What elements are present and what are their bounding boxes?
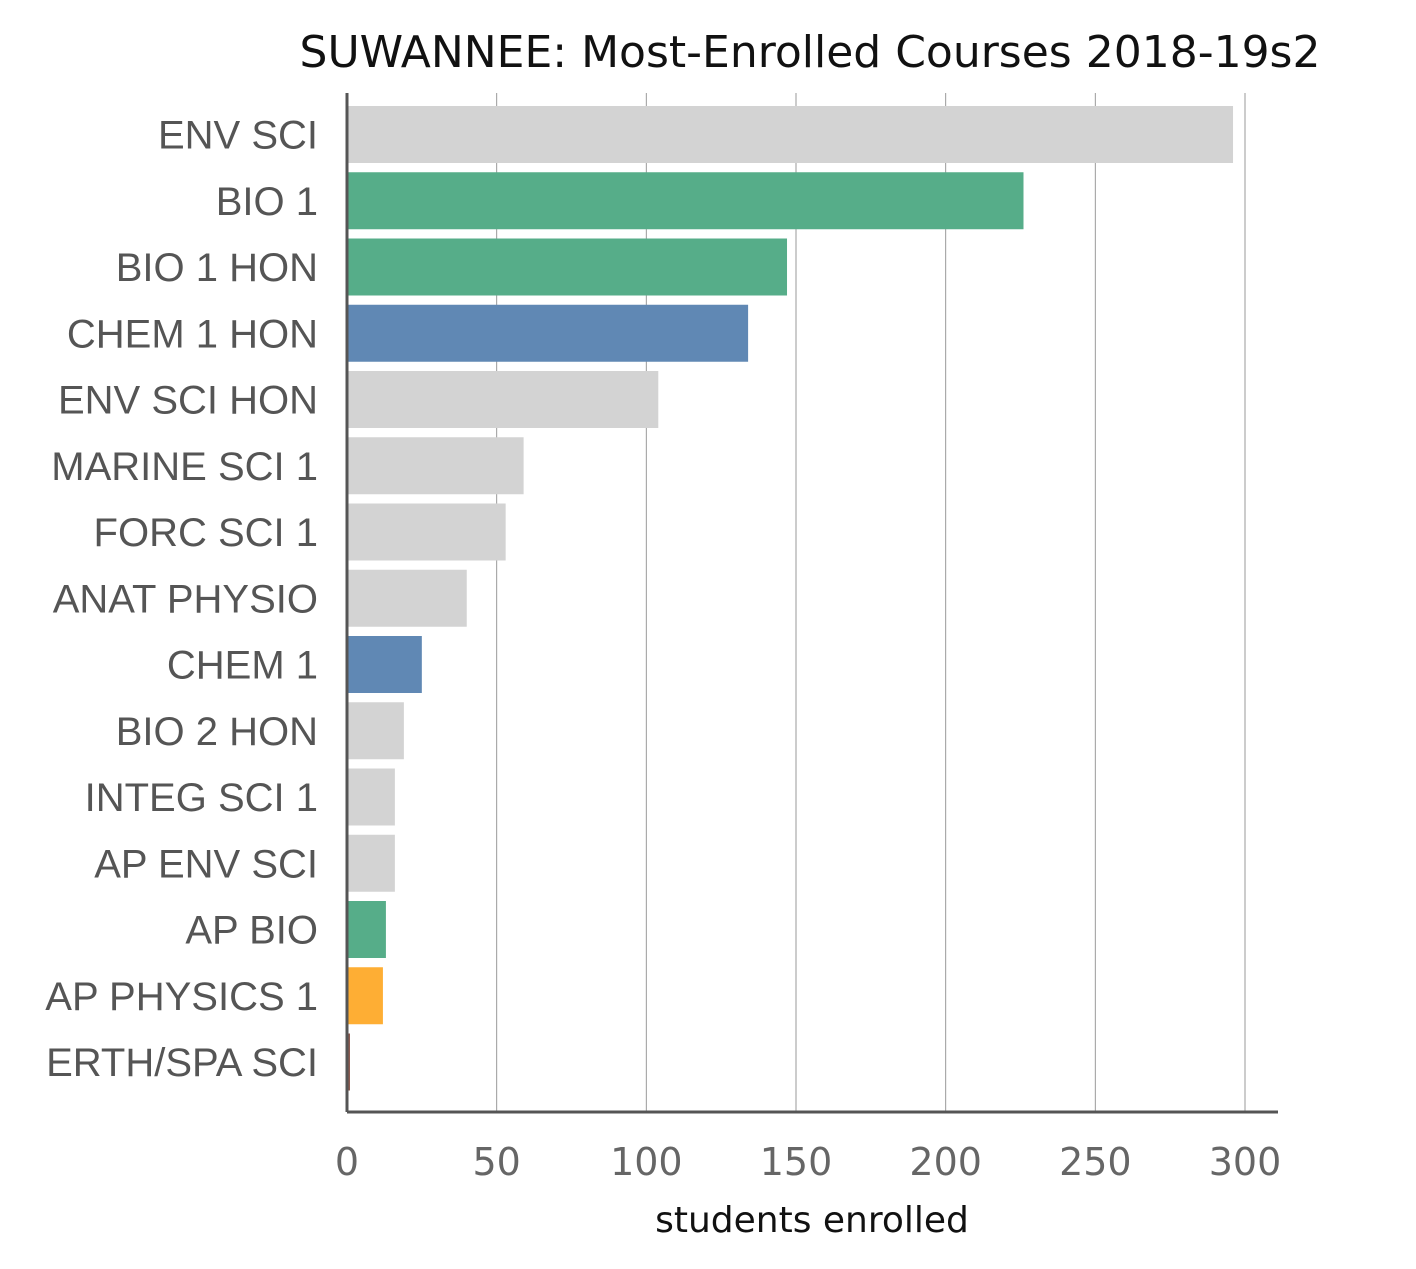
- chart-title: SUWANNEE: Most-Enrolled Courses 2018-19s…: [300, 27, 1321, 78]
- bar-anat-physio: [347, 569, 467, 627]
- category-label-marine-sci-1: MARINE SCI 1: [51, 445, 318, 489]
- category-labels: ENV SCI BIO 1 BIO 1 HON CHEM 1 HON ENV SCI H…: [45, 114, 318, 1086]
- bar-marine-sci-1: [347, 437, 524, 495]
- bar-bio-2-hon: [347, 702, 404, 760]
- x-tick-labels: 0 50 100 150 200 250 300: [335, 1140, 1281, 1184]
- bar-ap-env-sci: [347, 834, 395, 892]
- x-tick-label-300: 300: [1209, 1140, 1282, 1184]
- category-label-chem-1: CHEM 1: [167, 644, 318, 688]
- category-label-ap-bio: AP BIO: [185, 909, 318, 953]
- category-label-ap-physics-1: AP PHYSICS 1: [45, 975, 318, 1019]
- bar-ap-bio: [347, 901, 386, 958]
- x-axis-title: students enrolled: [655, 1200, 969, 1241]
- x-tick-label-50: 50: [472, 1140, 520, 1184]
- x-tick-label-150: 150: [760, 1140, 833, 1184]
- axes: [345, 93, 1278, 1114]
- bar-ap-physics-1: [347, 967, 383, 1025]
- bars: [347, 106, 1234, 1091]
- x-tick-label-200: 200: [909, 1140, 982, 1184]
- category-label-anat-physio: ANAT PHYSIO: [53, 577, 318, 621]
- bar-bio-1: [347, 172, 1024, 230]
- bar-env-sci: [347, 106, 1234, 163]
- bar-chem-1: [347, 636, 422, 693]
- bar-bio-1-hon: [347, 238, 788, 296]
- category-label-env-sci: ENV SCI: [158, 114, 318, 158]
- category-label-chem-1-hon: CHEM 1 HON: [67, 312, 318, 356]
- x-tick-label-100: 100: [610, 1140, 683, 1184]
- category-label-forc-sci-1: FORC SCI 1: [94, 511, 318, 555]
- category-label-bio-2-hon: BIO 2 HON: [116, 710, 318, 754]
- category-label-env-sci-hon: ENV SCI HON: [58, 379, 318, 423]
- category-label-erth-spa-sci: ERTH/SPA SCI: [46, 1041, 318, 1085]
- x-tick-label-0: 0: [335, 1140, 359, 1184]
- category-label-bio-1: BIO 1: [216, 180, 318, 224]
- bar-integ-sci-1: [347, 768, 395, 826]
- bar-env-sci-hon: [347, 371, 659, 428]
- bar-chem-1-hon: [347, 304, 749, 362]
- bar-forc-sci-1: [347, 503, 506, 561]
- category-label-ap-env-sci: AP ENV SCI: [94, 842, 318, 886]
- x-tick-label-250: 250: [1059, 1140, 1132, 1184]
- category-label-bio-1-hon: BIO 1 HON: [116, 246, 318, 290]
- category-label-integ-sci-1: INTEG SCI 1: [85, 776, 318, 820]
